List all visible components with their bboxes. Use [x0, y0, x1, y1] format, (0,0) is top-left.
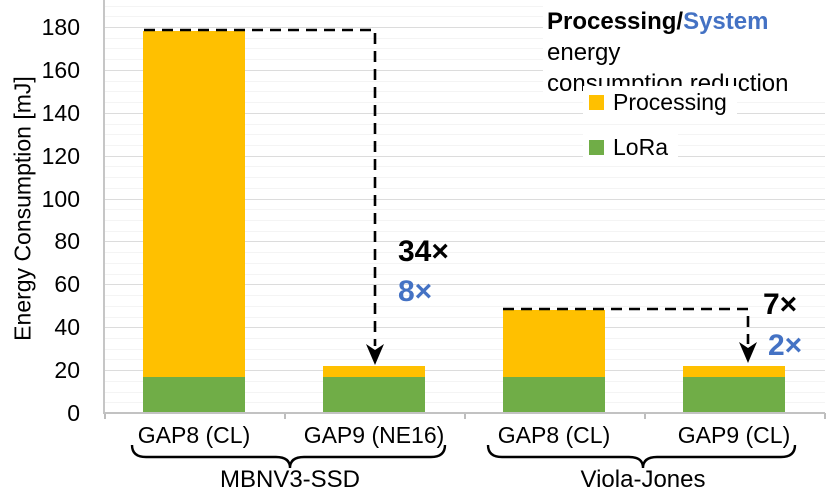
- minor-gridline: [104, 337, 825, 339]
- bar-segment-lora: [683, 376, 785, 413]
- bar-segment-processing: [683, 365, 785, 377]
- major-gridline: [104, 370, 825, 372]
- x-label-gap8-mbnv3: GAP8 (CL): [137, 422, 251, 448]
- major-gridline: [104, 198, 825, 200]
- minor-gridline: [104, 348, 825, 350]
- x-axis-tick: [824, 413, 826, 419]
- y-tick-label: 140: [41, 99, 80, 126]
- minor-gridline: [104, 166, 825, 168]
- lora-swatch-icon: [589, 140, 604, 155]
- annotation-8x: 8×: [398, 275, 433, 308]
- y-tick-label: 20: [54, 357, 80, 384]
- x-axis-tick: [464, 413, 466, 419]
- minor-gridline: [104, 144, 825, 146]
- bar-segment-processing: [143, 31, 245, 377]
- y-tick-label: 180: [41, 14, 80, 40]
- note-slash: /: [676, 8, 684, 35]
- minor-gridline: [104, 380, 825, 382]
- x-axis-tick: [284, 413, 286, 419]
- major-gridline: [104, 241, 825, 243]
- y-tick-label: 40: [54, 314, 80, 341]
- y-tick-label: 0: [67, 400, 80, 426]
- minor-gridline: [104, 102, 825, 104]
- x-axis-line: [103, 412, 825, 414]
- minor-gridline: [104, 262, 825, 264]
- minor-gridline: [104, 59, 825, 61]
- major-gridline: [104, 327, 825, 329]
- bar-segment-processing: [503, 310, 605, 377]
- minor-gridline: [104, 187, 825, 189]
- major-gridline: [104, 69, 825, 71]
- minor-gridline: [104, 391, 825, 393]
- y-tick-label: 80: [54, 228, 80, 255]
- annotation-2x: 2×: [768, 329, 803, 362]
- x-label-gap9-cl: GAP9 (CL): [677, 422, 791, 448]
- minor-gridline: [104, 16, 825, 18]
- minor-gridline: [104, 48, 825, 50]
- arrow-head-icon: [366, 344, 384, 365]
- minor-gridline: [104, 295, 825, 297]
- note-system: System: [683, 8, 769, 35]
- legend-label: Processing: [613, 89, 727, 115]
- legend-label: LoRa: [613, 134, 668, 160]
- annotation-7x: 7×: [763, 288, 798, 321]
- y-tick-label: 160: [41, 56, 80, 83]
- y-axis-line: [103, 0, 105, 413]
- minor-gridline: [104, 177, 825, 179]
- bar-segment-processing: [323, 365, 425, 377]
- bar-segment-lora: [143, 376, 245, 413]
- minor-gridline: [104, 123, 825, 125]
- minor-gridline: [104, 252, 825, 254]
- x-label-gap8-vj: GAP8 (CL): [497, 422, 611, 448]
- chart-note: Processing/System energy consumption red…: [543, 4, 830, 101]
- note-energy: energy: [547, 39, 621, 66]
- minor-gridline: [104, 305, 825, 307]
- minor-gridline: [104, 273, 825, 275]
- y-tick-label: 60: [54, 271, 80, 298]
- note-processing: Processing: [547, 8, 677, 35]
- x-label-gap9-ne16: GAP9 (NE16): [303, 422, 445, 448]
- minor-gridline: [104, 220, 825, 221]
- bar-segment-lora: [503, 376, 605, 413]
- minor-gridline: [104, 402, 825, 404]
- group-label-mbnv3-ssd: MBNV3-SSD: [219, 466, 361, 491]
- minor-gridline: [104, 230, 825, 232]
- minor-gridline: [104, 37, 825, 39]
- group-label-viola-jones: Viola-Jones: [580, 466, 706, 491]
- minor-gridline: [104, 5, 825, 7]
- major-gridline: [104, 284, 825, 286]
- minor-gridline: [104, 316, 825, 318]
- x-axis-tick: [104, 413, 106, 419]
- annotation-34x: 34×: [398, 235, 449, 268]
- minor-gridline: [104, 359, 825, 361]
- minor-gridline: [104, 209, 825, 211]
- minor-gridline: [104, 80, 825, 82]
- major-gridline: [104, 155, 825, 157]
- major-gridline: [104, 112, 825, 114]
- x-axis-tick: [644, 413, 646, 419]
- major-gridline: [104, 27, 825, 28]
- processing-swatch-icon: [589, 95, 604, 110]
- y-tick-label: 120: [41, 142, 80, 169]
- minor-gridline: [104, 134, 825, 136]
- bar-segment-lora: [323, 376, 425, 413]
- legend-item-lora: LoRa: [583, 131, 678, 164]
- legend-item-processing: Processing: [583, 86, 737, 119]
- y-tick-label: 100: [41, 185, 80, 212]
- y-axis-title: Energy Consumption [mJ]: [9, 76, 36, 341]
- minor-gridline: [104, 91, 825, 93]
